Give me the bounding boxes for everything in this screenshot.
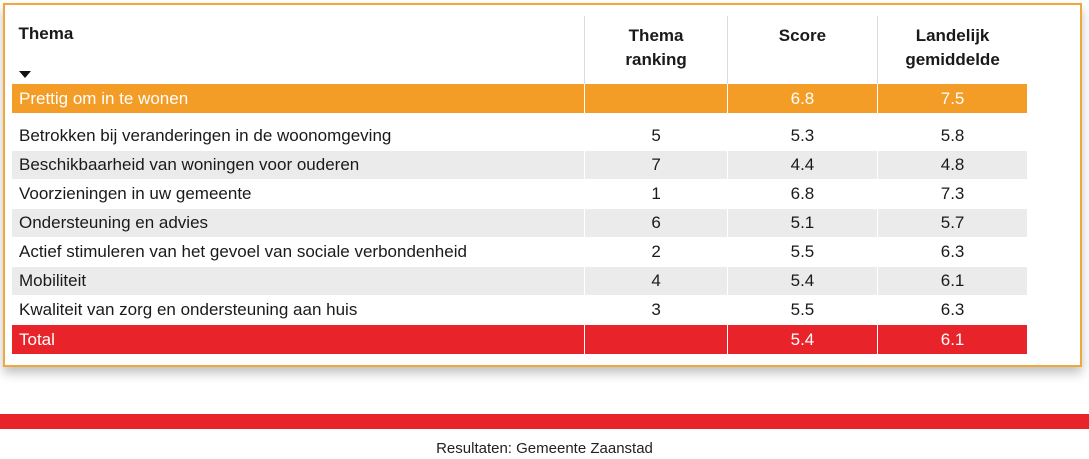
cell-landelijk: 4.8 — [877, 150, 1027, 180]
cell-ranking: 7 — [584, 150, 728, 180]
cell-score: 5.4 — [726, 266, 878, 296]
cell-ranking: 2 — [584, 237, 728, 267]
header-ranking-line1: Thema — [628, 26, 684, 45]
table-row: Betrokken bij veranderingen in de woonom… — [10, 122, 1027, 151]
cell-thema: Actief stimuleren van het gevoel van soc… — [10, 237, 585, 267]
cell-ranking: 4 — [584, 266, 728, 296]
header-landelijk-line1: Landelijk — [915, 26, 990, 45]
total-thema: Total — [10, 324, 585, 355]
highlight-landelijk: 7.5 — [877, 84, 1027, 114]
total-landelijk: 6.1 — [877, 324, 1027, 355]
header-thema-label: Thema — [18, 24, 74, 43]
table-header-row: Thema Thema ranking Score Landelijk gemi… — [12, 16, 1027, 84]
spacer-row — [10, 113, 1027, 122]
total-ranking — [584, 324, 728, 355]
cell-score: 5.5 — [726, 295, 878, 325]
header-thema-ranking[interactable]: Thema ranking — [584, 16, 728, 84]
table-row: Beschikbaarheid van woningen voor oudere… — [10, 150, 1027, 180]
cell-thema: Ondersteuning en advies — [10, 208, 585, 238]
cell-ranking: 5 — [584, 122, 728, 151]
highlight-thema: Prettig om in te wonen — [10, 84, 585, 114]
cell-ranking: 1 — [584, 179, 728, 209]
cell-score: 4.4 — [726, 150, 878, 180]
header-score[interactable]: Score — [726, 16, 878, 84]
caret-down-icon[interactable] — [18, 71, 31, 78]
table-row: Kwaliteit van zorg en ondersteuning aan … — [10, 295, 1027, 325]
highlight-row: Prettig om in te wonen 6.8 7.5 — [10, 84, 1027, 114]
cell-score: 6.8 — [726, 179, 878, 209]
cell-ranking: 3 — [584, 295, 728, 325]
cell-thema: Beschikbaarheid van woningen voor oudere… — [10, 150, 585, 180]
cell-thema: Voorzieningen in uw gemeente — [10, 179, 585, 209]
cell-landelijk: 6.3 — [877, 237, 1027, 267]
red-divider-band — [0, 414, 1089, 429]
table-row: Actief stimuleren van het gevoel van soc… — [10, 237, 1027, 267]
header-ranking-line2: ranking — [625, 50, 687, 69]
cell-landelijk: 5.7 — [877, 208, 1027, 238]
cell-landelijk: 6.3 — [877, 295, 1027, 325]
cell-ranking: 6 — [584, 208, 728, 238]
cell-score: 5.3 — [726, 122, 878, 151]
total-row: Total 5.4 6.1 — [10, 324, 1027, 355]
cell-landelijk: 5.8 — [877, 122, 1027, 151]
thema-table: Thema Thema ranking Score Landelijk gemi… — [10, 16, 1027, 355]
cell-landelijk: 7.3 — [877, 179, 1027, 209]
header-landelijk-line2: gemiddelde — [905, 50, 1000, 69]
highlight-score: 6.8 — [726, 84, 878, 114]
cell-score: 5.1 — [726, 208, 878, 238]
results-card: Thema Thema ranking Score Landelijk gemi… — [3, 3, 1082, 367]
header-thema[interactable]: Thema — [12, 16, 585, 84]
table-row: Voorzieningen in uw gemeente 1 6.8 7.3 — [10, 179, 1027, 209]
header-landelijk-gemiddelde[interactable]: Landelijk gemiddelde — [877, 16, 1027, 84]
total-score: 5.4 — [726, 324, 878, 355]
cell-thema: Mobiliteit — [10, 266, 585, 296]
source-caption: Resultaten: Gemeente Zaanstad — [436, 440, 653, 457]
cell-thema: Betrokken bij veranderingen in de woonom… — [10, 122, 585, 151]
cell-thema: Kwaliteit van zorg en ondersteuning aan … — [10, 295, 585, 325]
header-score-label: Score — [778, 26, 827, 45]
table-row: Mobiliteit 4 5.4 6.1 — [10, 266, 1027, 296]
cell-landelijk: 6.1 — [877, 266, 1027, 296]
cell-score: 5.5 — [726, 237, 878, 267]
highlight-ranking — [584, 84, 728, 114]
table-row: Ondersteuning en advies 6 5.1 5.7 — [10, 208, 1027, 238]
